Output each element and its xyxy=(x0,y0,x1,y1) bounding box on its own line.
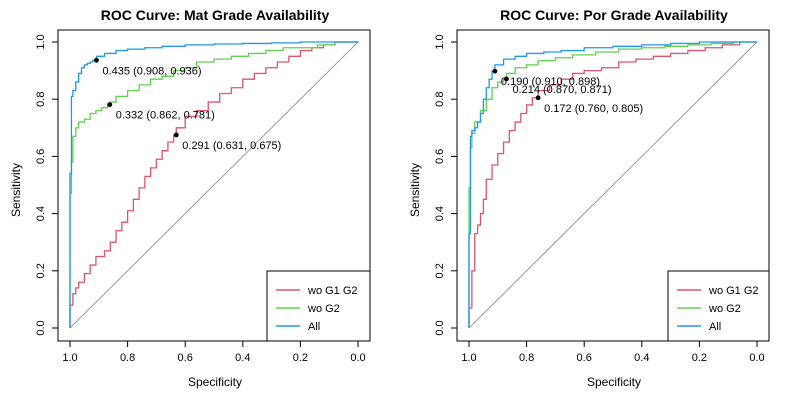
legend-label: wo G2 xyxy=(307,303,340,315)
threshold-point xyxy=(504,76,509,82)
threshold-label: 0.190 (0.910, 0.898) xyxy=(501,76,600,88)
y-tick-label: 0.4 xyxy=(434,206,446,221)
threshold-label: 0.214 (0.870, 0.871) xyxy=(512,84,611,96)
legend-label: All xyxy=(709,321,721,333)
legend: wo G1 G2 wo G2 All xyxy=(266,270,371,342)
y-tick-label: 0.8 xyxy=(434,92,446,107)
y-tick-label: 1.0 xyxy=(434,34,446,49)
x-tick-label: 0.6 xyxy=(577,352,592,364)
x-tick-label: 1.0 xyxy=(461,352,476,364)
axis-ticks: 1.0 0.8 0.6 0.4 0.2 0.0 0.0 0.2 0.4 0.6 0.8 1.0 xyxy=(434,34,765,364)
series-line-all xyxy=(468,41,757,328)
threshold-label: 0.172 (0.760, 0.805) xyxy=(544,103,643,115)
x-axis-label: Specificity xyxy=(587,375,641,389)
series-lines xyxy=(468,41,757,328)
x-tick-label: 0.8 xyxy=(519,352,534,364)
y-axis-label: Sensitivity xyxy=(408,163,422,217)
chart-title: ROC Curve: Mat Grade Availability xyxy=(101,7,330,23)
series-line-all xyxy=(69,41,358,328)
diagonal-line xyxy=(69,41,359,329)
x-tick-label: 0.2 xyxy=(692,352,707,364)
threshold-label: 0.435 (0.908, 0.936) xyxy=(102,65,201,77)
y-tick-label: 1.0 xyxy=(35,34,47,49)
legend-label: wo G1 G2 xyxy=(708,285,759,297)
series-lines xyxy=(69,41,358,328)
series-line-wo-g2 xyxy=(468,41,757,328)
y-tick-label: 0.0 xyxy=(434,320,446,335)
plot-frame xyxy=(57,29,371,342)
threshold-point xyxy=(492,68,498,74)
legend-box xyxy=(266,270,371,342)
y-tick-label: 0.0 xyxy=(35,320,47,335)
x-tick-label: 0.0 xyxy=(749,352,764,364)
plot-frame xyxy=(456,29,770,342)
x-tick-label: 0.8 xyxy=(120,352,135,364)
reference-diagonal xyxy=(468,41,758,329)
legend-label: wo G2 xyxy=(708,303,741,315)
series-line-wo-g1-g2 xyxy=(468,41,757,328)
axis-ticks: 1.0 0.8 0.6 0.4 0.2 0.0 0.0 0.2 0.4 0.6 0.8 1.0 xyxy=(35,34,366,364)
reference-diagonal xyxy=(69,41,359,329)
x-axis-label: Specificity xyxy=(188,375,242,389)
series-line-wo-g1-g2 xyxy=(69,41,358,328)
diagonal-line xyxy=(468,41,758,329)
y-tick-label: 0.4 xyxy=(35,206,47,221)
chart-panel-mat: ROC Curve: Mat Grade Availability Specif… xyxy=(9,7,371,389)
y-tick-label: 0.2 xyxy=(434,263,446,278)
y-tick-label: 0.6 xyxy=(434,149,446,164)
threshold-point xyxy=(173,132,179,138)
series-line-wo-g2 xyxy=(69,41,358,328)
legend-box xyxy=(667,270,770,342)
x-tick-label: 0.4 xyxy=(634,352,649,364)
y-tick-label: 0.6 xyxy=(35,149,47,164)
annotations: 0.291 (0.631, 0.675) 0.332 (0.862, 0.781)… xyxy=(94,57,281,152)
legend-label: wo G1 G2 xyxy=(307,285,358,297)
threshold-label: 0.291 (0.631, 0.675) xyxy=(182,140,281,152)
x-tick-label: 0.4 xyxy=(235,352,250,364)
threshold-point xyxy=(107,102,113,108)
legend: wo G1 G2 wo G2 All xyxy=(667,270,770,342)
y-tick-label: 0.8 xyxy=(35,92,47,107)
y-axis-label: Sensitivity xyxy=(9,163,23,217)
chart-title: ROC Curve: Por Grade Availability xyxy=(500,7,728,23)
x-tick-label: 0.2 xyxy=(293,352,308,364)
x-tick-label: 1.0 xyxy=(62,352,77,364)
x-tick-label: 0.6 xyxy=(178,352,193,364)
chart-panel-por: ROC Curve: Por Grade Availability Specif… xyxy=(408,7,770,389)
y-tick-label: 0.2 xyxy=(35,263,47,278)
annotations: 0.190 (0.910, 0.898)0.214 (0.870, 0.871)… xyxy=(492,68,643,115)
threshold-point xyxy=(94,57,99,63)
threshold-point xyxy=(535,95,541,101)
threshold-label: 0.332 (0.862, 0.781) xyxy=(116,110,215,122)
legend-label: All xyxy=(308,321,320,333)
x-tick-label: 0.0 xyxy=(350,352,365,364)
